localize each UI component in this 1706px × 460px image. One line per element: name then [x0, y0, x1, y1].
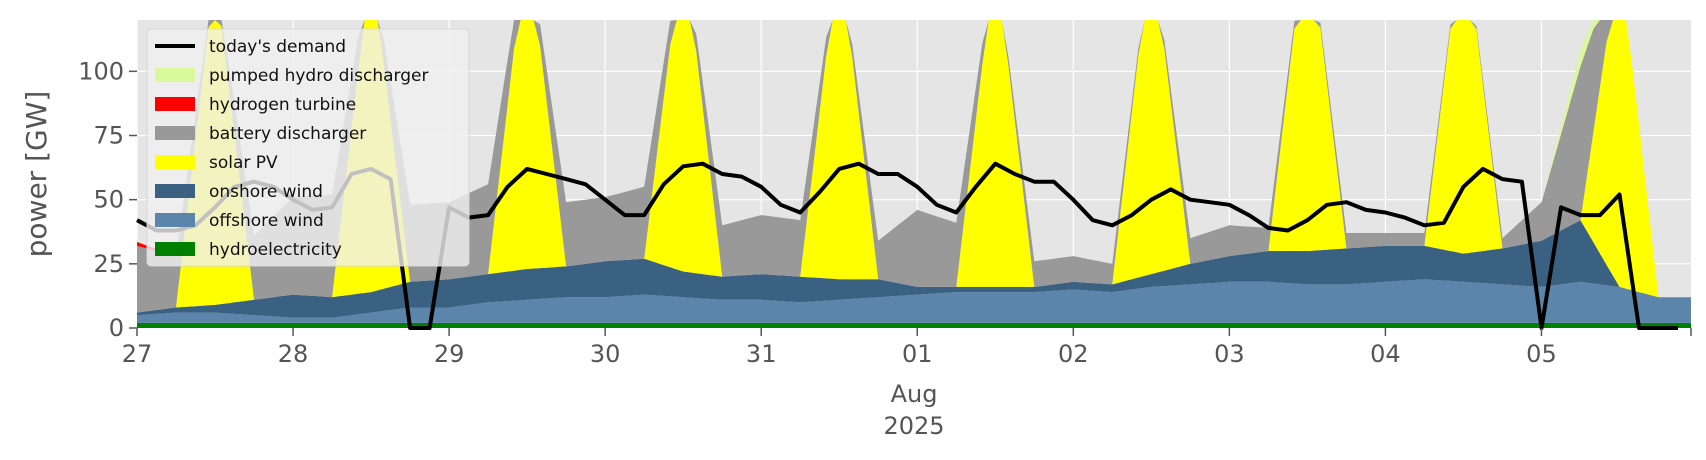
legend: today's demand pumped hydro discharger hyd… [146, 28, 470, 267]
legend-swatch-solar-pv [155, 155, 195, 169]
x-axis: Aug 2025 27 28 29 30 31 01 02 03 04 05 [122, 328, 1692, 440]
legend-label-solar-pv: solar PV [209, 153, 278, 173]
y-tick-label: 100 [78, 57, 124, 85]
legend-box [146, 28, 470, 267]
y-tick-label: 75 [93, 122, 124, 150]
legend-label-pumped-hydro-discharger: pumped hydro discharger [209, 66, 428, 86]
legend-label-hydrogen-turbine: hydrogen turbine [209, 95, 356, 115]
x-tick-label: 28 [278, 340, 309, 368]
area-battery-discharger [137, 20, 1691, 313]
x-year-label: 2025 [883, 412, 944, 440]
x-tick-label: 05 [1526, 340, 1557, 368]
y-axis: 0 25 50 75 100 [78, 57, 137, 342]
area-onshore-wind [137, 220, 1691, 318]
area-offshore-wind [137, 279, 1691, 323]
legend-label-battery-discharger: battery discharger [209, 124, 366, 144]
x-tick-label: 03 [1214, 340, 1245, 368]
legend-swatch-offshore-wind [155, 213, 195, 227]
legend-swatch-hydroelectricity [155, 242, 195, 256]
x-tick-label: 30 [590, 340, 621, 368]
stacked-areas [137, 20, 1691, 328]
x-month-label: Aug [891, 380, 938, 408]
legend-swatch-battery-discharger [155, 126, 195, 140]
legend-label-hydroelectricity: hydroelectricity [209, 240, 342, 260]
legend-swatch-onshore-wind [155, 184, 195, 198]
area-solar-pv [137, 20, 1691, 313]
x-tick-label: 01 [902, 340, 933, 368]
y-axis-label: power [GW] [20, 91, 53, 258]
legend-label-onshore-wind: onshore wind [209, 182, 323, 202]
legend-label-offshore-wind: offshore wind [209, 211, 324, 231]
area-hydroelectricity [137, 322, 1691, 328]
x-tick-label: 02 [1058, 340, 1089, 368]
y-tick-label: 50 [93, 186, 124, 214]
legend-swatch-hydrogen-turbine [155, 97, 195, 111]
x-tick-label: 31 [746, 340, 777, 368]
y-tick-label: 25 [93, 250, 124, 278]
y-tick-label: 0 [109, 314, 124, 342]
legend-label-today-s-demand: today's demand [209, 37, 346, 57]
x-tick-label: 04 [1370, 340, 1401, 368]
legend-swatch-pumped-hydro-discharger [155, 68, 195, 82]
x-tick-label: 27 [122, 340, 153, 368]
x-tick-label: 29 [434, 340, 465, 368]
